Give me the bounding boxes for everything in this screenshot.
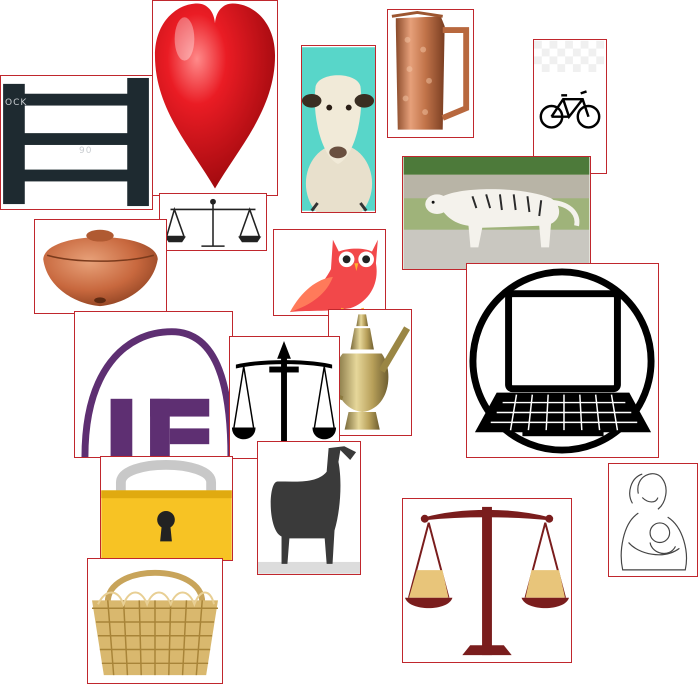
white-tiger-tile (402, 156, 591, 270)
heart-tile (152, 0, 278, 196)
watermark-text: 90 (79, 146, 93, 156)
clay-pot-lid-icon (43, 229, 158, 307)
balance-scale-icon (164, 198, 262, 247)
brass-pitcher-icon (330, 314, 411, 430)
balance-scale-icon (231, 341, 337, 455)
balance-scale-tile (402, 498, 572, 663)
bicycle-icon (534, 40, 605, 129)
laptop-tile (466, 263, 659, 458)
fence-tile: OCK 90 (0, 75, 153, 210)
arch-logo-tile (74, 311, 233, 458)
fence-icon (1, 76, 152, 209)
bicycle-tile (533, 39, 607, 174)
white-tiger-icon (403, 157, 590, 269)
copper-jug-icon (391, 10, 470, 130)
wicker-basket-icon (92, 569, 218, 676)
watermark-text: OCK (5, 98, 28, 108)
balance-scale-tile (229, 336, 340, 459)
laptop-icon (469, 268, 655, 454)
owl-tile (273, 229, 386, 316)
owl-icon (289, 239, 378, 315)
sheep-silhouette-icon (258, 446, 360, 574)
sheep-silhouette-tile (257, 441, 361, 575)
balance-scale-tile (159, 193, 267, 251)
clay-pot-lid-tile (34, 219, 167, 314)
arch-logo-icon (81, 328, 232, 457)
mother-and-child-icon (620, 473, 687, 571)
sheep-tile (301, 45, 376, 213)
copper-jug-tile (387, 9, 474, 138)
padlock-tile (100, 456, 233, 561)
mother-and-child-tile (608, 463, 698, 577)
balance-scale-icon (405, 506, 569, 656)
wicker-basket-tile (87, 558, 223, 684)
brass-pitcher-tile (328, 309, 412, 436)
padlock-icon (101, 459, 232, 560)
heart-icon (154, 3, 276, 189)
sheep-icon (302, 47, 375, 212)
